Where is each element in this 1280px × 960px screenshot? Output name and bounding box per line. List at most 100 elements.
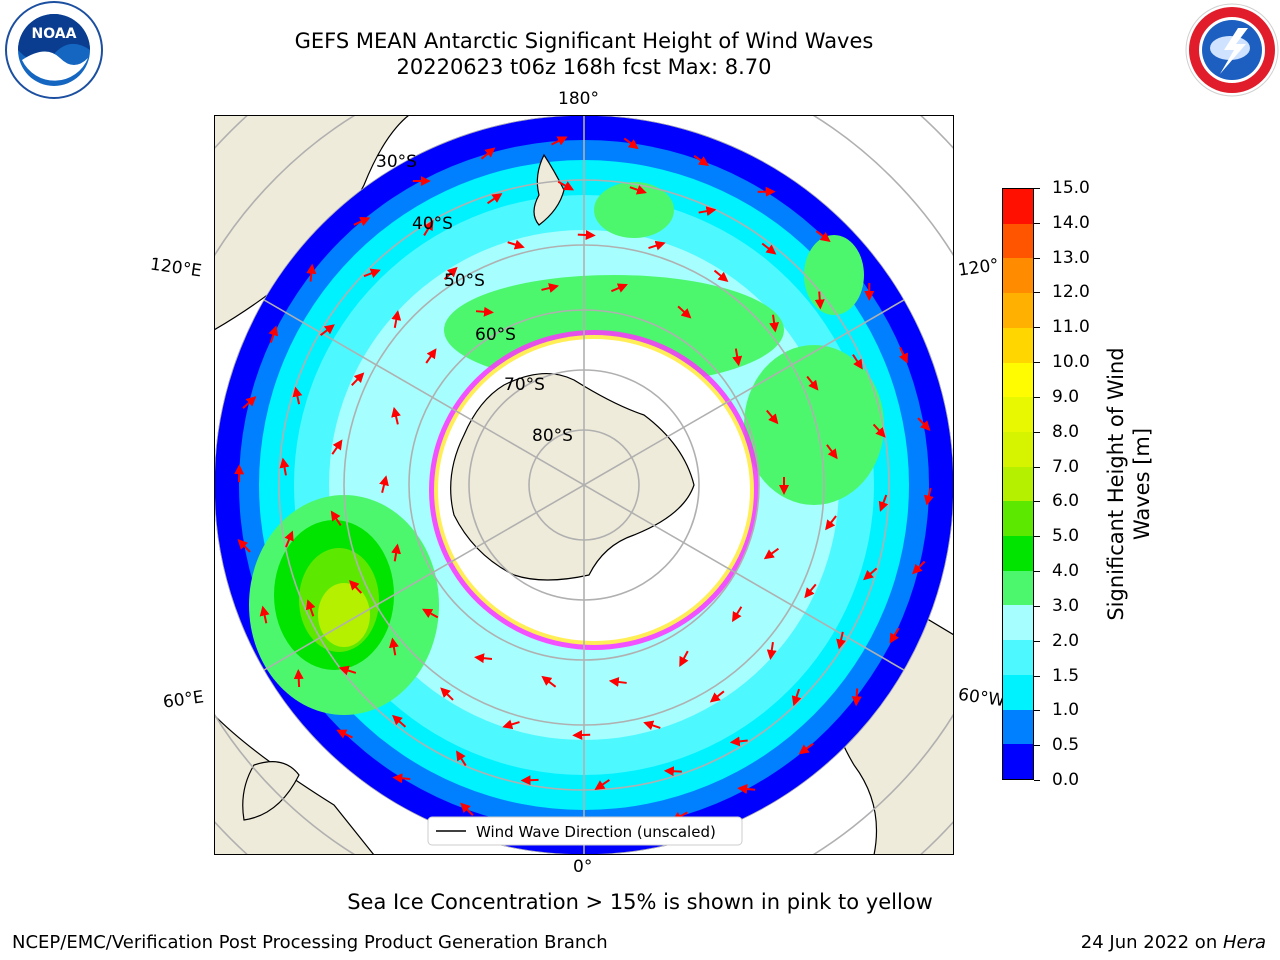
wind-arrow <box>732 348 743 367</box>
lon-label-120w: 120° <box>956 255 1001 281</box>
wind-arrow <box>460 802 474 816</box>
wind-arrow <box>766 409 779 425</box>
lat-label-60: 60°S <box>475 325 516 345</box>
map-legend: Wind Wave Direction (unscaled) <box>427 816 743 846</box>
wind-arrow <box>320 324 335 337</box>
wind-arrow <box>392 773 411 784</box>
wind-arrow <box>698 206 717 217</box>
wind-arrow <box>648 240 666 251</box>
wind-arrow <box>572 729 591 740</box>
lat-label-30: 30°S <box>376 152 417 172</box>
wind-arrow <box>878 494 889 512</box>
wind-arrow <box>804 583 817 599</box>
svg-text:NOAA: NOAA <box>32 26 77 42</box>
colorbar <box>1002 188 1034 780</box>
colorbar-segment <box>1003 744 1033 779</box>
wind-arrow <box>557 180 575 191</box>
wind-arrow <box>353 216 371 227</box>
wind-arrow <box>259 605 270 624</box>
wind-arrow <box>889 627 900 644</box>
colorbar-segment <box>1003 431 1033 467</box>
wind-arrow <box>872 423 886 438</box>
nws-logo <box>1185 3 1279 97</box>
wind-arrow <box>284 530 294 548</box>
wind-arrow <box>475 306 494 317</box>
wind-arrow <box>306 263 317 282</box>
wind-arrow <box>443 266 458 280</box>
wind-arrow <box>863 567 878 581</box>
wind-arrow <box>363 268 381 278</box>
colorbar-segment <box>1003 709 1033 745</box>
wind-arrow <box>825 515 837 531</box>
lon-label-bottom: 0° <box>573 857 593 877</box>
wind-arrow <box>912 560 926 575</box>
wind-arrow <box>761 242 777 255</box>
colorbar-segment <box>1003 605 1033 641</box>
south-polar-map: 30°S 40°S 50°S 60°S 70°S 80°S Wind Wave … <box>214 115 954 855</box>
wind-arrow <box>594 779 610 790</box>
wind-arrow <box>851 688 862 707</box>
wind-arrow <box>351 372 365 386</box>
wind-arrow <box>242 396 257 409</box>
colorbar-segment <box>1003 536 1033 571</box>
wind-arrow <box>440 687 454 701</box>
wind-arrow <box>737 784 756 794</box>
lon-label-120e: 120°E <box>148 254 203 282</box>
wind-arrow <box>336 729 353 739</box>
wind-arrow <box>898 346 908 364</box>
noaa-logo: NOAA <box>5 1 103 99</box>
colorbar-segment <box>1003 362 1033 398</box>
wind-arrow <box>392 714 407 728</box>
wind-arrow <box>480 147 496 160</box>
lat-label-50: 50°S <box>444 271 485 291</box>
wind-arrow <box>551 136 568 146</box>
wind-arrow <box>623 137 639 150</box>
colorbar-segment <box>1003 501 1033 537</box>
wind-arrow <box>391 310 402 328</box>
sea-ice-note: Sea Ice Concentration > 15% is shown in … <box>347 890 933 914</box>
wind-arrow <box>425 348 437 364</box>
wind-arrow <box>693 155 710 167</box>
wind-arrow <box>305 599 316 617</box>
wind-arrow <box>268 325 279 343</box>
lat-label-70: 70°S <box>504 375 545 395</box>
wind-arrow <box>798 742 814 755</box>
wind-arrow <box>486 193 503 205</box>
wind-arrow <box>713 269 729 283</box>
wind-arrow <box>763 547 780 560</box>
wind-arrow <box>643 720 661 731</box>
wind-arrow <box>331 439 343 455</box>
footer-branch: NCEP/EMC/Verification Post Processing Pr… <box>12 932 608 953</box>
wind-arrow <box>541 283 559 293</box>
wind-arrow <box>391 543 401 562</box>
colorbar-segment <box>1003 189 1033 224</box>
wind-arrow <box>836 631 846 650</box>
wind-arrow <box>474 653 493 664</box>
lon-label-60e: 60°E <box>161 687 206 713</box>
map-subtitle: 20220623 t06z 168h fcst Max: 8.70 <box>396 55 772 79</box>
colorbar-segment <box>1003 640 1033 675</box>
colorbar-segment <box>1003 258 1033 294</box>
wind-arrow <box>610 283 628 293</box>
colorbar-label: Significant Height of Wind Waves [m] <box>1104 347 1154 621</box>
wind-arrow <box>541 675 557 688</box>
wind-arrow <box>709 690 725 703</box>
wind-arrow <box>732 606 743 623</box>
wind-arrow <box>422 608 439 619</box>
wind-arrow <box>577 230 596 240</box>
wind-arrow <box>679 650 689 668</box>
wind-arrow <box>608 676 627 687</box>
wind-arrow <box>806 375 819 391</box>
wind-arrow <box>814 291 825 310</box>
wind-arrow <box>917 417 931 432</box>
lon-label-top: 180° <box>558 89 599 109</box>
wind-arrow <box>391 406 401 425</box>
wind-arrow <box>388 637 399 656</box>
wind-arrow <box>507 239 525 250</box>
wind-arrow <box>729 736 748 747</box>
lat-label-40: 40°S <box>412 214 453 234</box>
colorbar-segment <box>1003 397 1033 432</box>
wind-arrow <box>629 185 647 195</box>
wind-arrow <box>279 457 290 476</box>
wind-arrow <box>379 475 389 494</box>
